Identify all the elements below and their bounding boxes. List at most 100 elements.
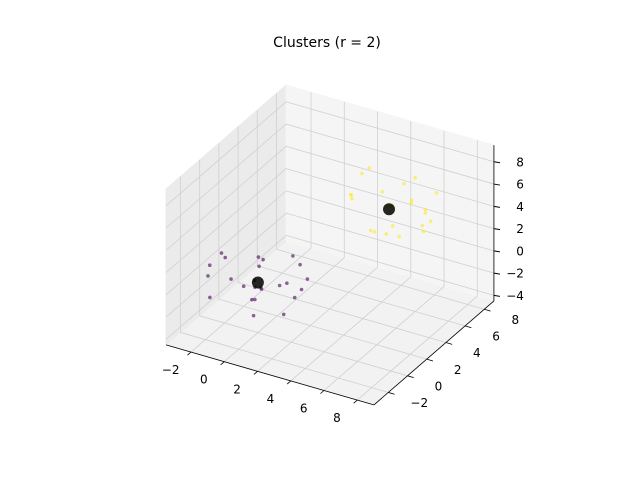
point <box>402 181 406 186</box>
grid-line <box>257 265 466 327</box>
point <box>257 264 261 269</box>
x-tick-label: 4 <box>267 392 275 406</box>
tick-mark <box>493 294 501 297</box>
grid-line <box>165 235 287 340</box>
point <box>261 257 265 262</box>
y-tick-label: 0 <box>435 380 443 394</box>
tick-mark <box>220 361 225 366</box>
point <box>292 295 297 300</box>
grid-line <box>218 298 427 360</box>
point <box>229 277 233 281</box>
tick-mark <box>426 358 434 362</box>
grid-line <box>165 212 287 318</box>
grid-line <box>257 267 378 372</box>
tick-mark <box>493 161 501 164</box>
grid-line <box>276 248 485 310</box>
x-tick-label: 6 <box>300 401 308 415</box>
tick-mark <box>493 205 501 208</box>
point <box>397 234 401 239</box>
tick-mark <box>320 390 325 394</box>
tick-mark <box>493 272 501 275</box>
tick-mark <box>388 392 395 395</box>
point <box>305 277 310 281</box>
tick-mark <box>286 380 292 385</box>
x-tick-label: 0 <box>200 373 208 387</box>
tick-mark <box>353 399 358 404</box>
grid-line <box>357 295 478 401</box>
tick-mark <box>253 371 258 375</box>
chart-title: Clusters (r = 2) <box>273 35 381 51</box>
point <box>277 283 282 288</box>
point <box>409 198 414 203</box>
z-tick-label: 4 <box>516 200 524 214</box>
point <box>360 171 364 176</box>
point <box>251 276 264 289</box>
point <box>423 211 428 215</box>
point <box>207 263 212 268</box>
point <box>298 262 302 267</box>
point <box>241 284 246 289</box>
y-axis <box>373 300 495 406</box>
point <box>349 193 353 197</box>
point <box>281 312 286 317</box>
x-tick-label: 2 <box>233 382 241 396</box>
point <box>367 166 372 170</box>
y-tick-label: 8 <box>511 313 519 327</box>
tick-mark <box>493 228 501 231</box>
grid-line <box>165 190 287 296</box>
grid-line <box>199 315 408 377</box>
point <box>285 281 289 285</box>
grid-line <box>165 101 287 207</box>
tick-mark <box>484 308 491 312</box>
point <box>219 251 224 255</box>
point <box>208 295 212 300</box>
y-tick-label: 4 <box>473 346 481 360</box>
point <box>390 224 395 228</box>
point <box>206 274 210 278</box>
grid-line <box>285 190 495 252</box>
point <box>299 287 304 292</box>
point <box>421 229 426 234</box>
grid-line <box>285 145 495 207</box>
point <box>420 223 425 228</box>
grid-line <box>285 235 495 296</box>
grid-line <box>285 101 495 163</box>
y-tick-label: 2 <box>454 363 462 377</box>
z-tick-label: −2 <box>506 267 524 281</box>
grid-line <box>180 332 389 393</box>
z-tick-label: 0 <box>516 244 524 258</box>
point <box>350 196 354 201</box>
grid-line <box>165 146 287 251</box>
point <box>372 229 377 234</box>
grid-line <box>237 282 447 343</box>
z-tick-label: 6 <box>516 178 524 192</box>
point <box>380 189 385 194</box>
tick-mark <box>493 250 501 253</box>
tick-mark <box>445 342 453 345</box>
grid-line <box>285 168 495 229</box>
tick-mark <box>407 375 414 378</box>
z-tick-label: 8 <box>516 155 524 169</box>
x-tick-label: 8 <box>333 411 341 425</box>
point <box>223 255 228 260</box>
point <box>434 191 439 195</box>
tick-mark <box>187 351 192 356</box>
grid-line <box>224 257 345 363</box>
grid-line <box>323 286 445 391</box>
point <box>383 203 396 216</box>
point <box>250 297 254 302</box>
point <box>423 207 428 212</box>
grid-line <box>285 212 495 274</box>
tick-mark <box>493 183 501 186</box>
y-tick-label: −2 <box>410 396 428 410</box>
x-tick-label: −2 <box>162 363 180 377</box>
grid-line <box>285 123 495 185</box>
point <box>384 232 388 236</box>
point <box>428 219 433 224</box>
point <box>251 313 256 318</box>
z-tick-label: 2 <box>516 222 524 236</box>
grid-line <box>165 123 287 229</box>
point <box>253 297 257 302</box>
